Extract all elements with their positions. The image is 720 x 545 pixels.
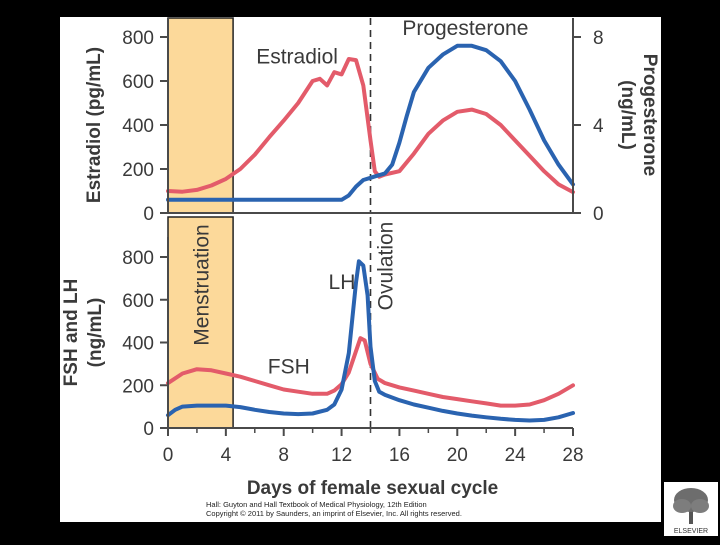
fsh-label: FSH	[268, 355, 310, 378]
top-right-tick-label: 8	[593, 28, 604, 49]
progesterone-axis-label-line2: (ng/mL)	[617, 80, 638, 150]
x-tick-label: 16	[389, 445, 410, 466]
bottom-left-tick-label: 400	[122, 334, 154, 355]
top-left-tick-label: 600	[122, 72, 154, 93]
top-left-ticks: 0 200 400 600 800	[122, 28, 168, 225]
top-left-tick-label: 400	[122, 116, 154, 137]
x-tick-label: 24	[505, 445, 527, 466]
top-left-tick-label: 200	[122, 160, 154, 181]
x-tick-label: 8	[278, 445, 289, 466]
copyright-credit: Hall: Guyton and Hall Textbook of Medica…	[206, 500, 546, 518]
top-right-ticks: 0 4 8	[573, 28, 604, 225]
estradiol-line	[166, 57, 575, 195]
lh-label: LH	[329, 271, 356, 294]
menstruation-label: Menstruation	[191, 224, 214, 345]
x-axis-label: Days of female sexual cycle	[247, 478, 498, 499]
x-tick-label: 12	[331, 445, 352, 466]
x-tick-label: 4	[221, 445, 232, 466]
fsh-line	[166, 336, 575, 408]
logo-text: ELSEVIER	[674, 528, 708, 535]
ovulation-label: Ovulation	[375, 222, 398, 311]
fsh-lh-axis-label-line2: (ng/mL)	[85, 298, 106, 368]
menstruation-band-bottom	[167, 216, 234, 429]
fsh-lh-axis-label-line1: FSH and LH	[61, 279, 82, 387]
bottom-left-tick-label: 0	[143, 419, 154, 440]
bottom-left-tick-label: 200	[122, 376, 154, 397]
publisher-logo: ELSEVIER	[664, 482, 718, 536]
top-left-tick-label: 800	[122, 28, 154, 49]
progesterone-label: Progesterone	[402, 17, 528, 40]
estradiol-label: Estradiol	[256, 45, 338, 68]
credit-line-2: Copyright © 2011 by Saunders, an imprint…	[206, 509, 462, 518]
menstruation-band-top	[167, 17, 234, 214]
bottom-x-ticks: 0 4 8 12 16 20 24 28	[163, 428, 584, 466]
top-left-tick-label: 0	[143, 204, 154, 225]
lh-line	[166, 259, 575, 423]
bottom-plot: 0 200 400 600 800 0 4 8 12 16 20 24 28 FSH LH FSH a…	[61, 216, 584, 499]
progesterone-line	[166, 43, 575, 202]
figure-panel	[60, 17, 661, 522]
top-right-tick-label: 4	[593, 116, 604, 137]
top-plot: 0 200 400 600 800 0 4 8 Estradiol Progesterone…	[84, 17, 660, 225]
x-tick-label: 0	[163, 445, 174, 466]
x-tick-label: 20	[447, 445, 468, 466]
tree-logo-icon: ELSEVIER	[673, 488, 709, 535]
top-right-tick-label: 0	[593, 204, 604, 225]
bottom-left-ticks: 0 200 400 600 800	[122, 248, 168, 440]
bottom-left-tick-label: 800	[122, 248, 154, 269]
credit-line-1: Hall: Guyton and Hall Textbook of Medica…	[206, 500, 427, 509]
estradiol-axis-label: Estradiol (pg/mL)	[84, 47, 105, 203]
bottom-left-tick-label: 600	[122, 291, 154, 312]
x-tick-label: 28	[562, 445, 583, 466]
progesterone-axis-label-line1: Progesterone	[639, 54, 660, 176]
